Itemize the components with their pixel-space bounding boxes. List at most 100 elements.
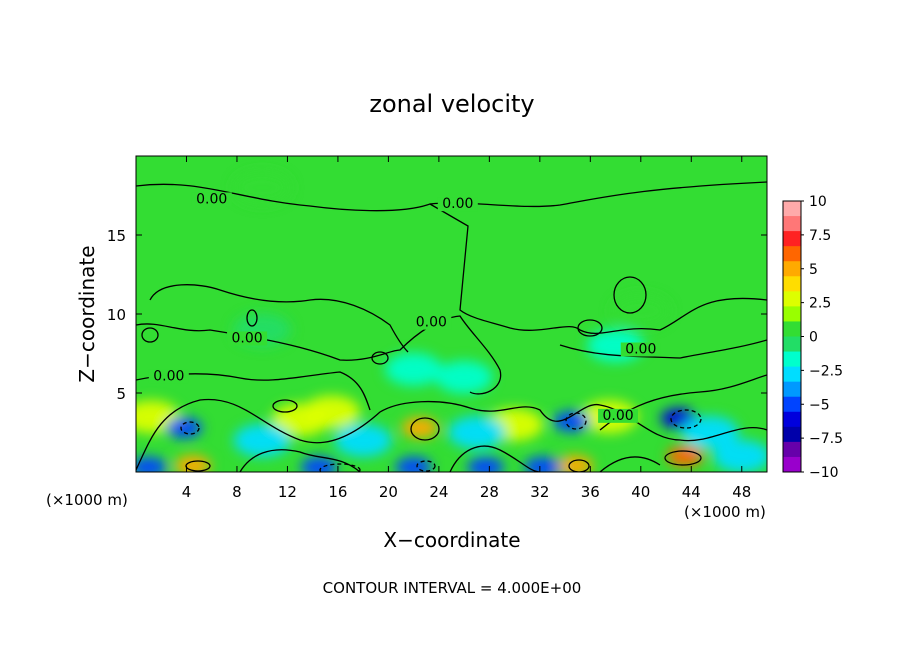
contour-warm-core-b (664, 450, 702, 466)
field-feature-18 (334, 423, 392, 457)
chart-title: zonal velocity (369, 90, 534, 118)
x-tick-label-10: 44 (682, 483, 701, 501)
colorbar-swatch-5 (783, 276, 801, 292)
colorbar-swatch-4 (783, 261, 801, 277)
contour-label-0: 0.00 (196, 191, 227, 207)
field-feature-15 (467, 456, 504, 472)
colorbar-label-1: 7.5 (809, 228, 831, 244)
x-tick-label-3: 16 (328, 483, 347, 501)
contour-label-2: 0.00 (231, 330, 262, 346)
colorbar-swatch-2 (783, 231, 801, 247)
contour-label-layer: 0.00 0.00 0.00 0.00 0.00 0.00 0.00 (148, 191, 661, 424)
plot-area: 0.00 0.00 0.00 0.00 0.00 0.00 0.00 (136, 156, 767, 472)
colorbar-swatch-8 (783, 321, 801, 337)
colorbar-swatch-13 (783, 396, 801, 413)
contour-cloud-blob (613, 276, 647, 314)
contour-cold-core-e (416, 460, 436, 472)
field-feature-16 (524, 456, 561, 472)
contour-warm-core-c (568, 459, 590, 472)
field-feature-10 (553, 410, 590, 432)
contour-label-5: 0.00 (625, 342, 656, 358)
field-feature-6 (303, 395, 361, 429)
contour-cold-core-a (670, 409, 702, 429)
colorbar-swatch-7 (783, 306, 801, 322)
field-feature-11 (165, 417, 203, 439)
x-tick-label-0: 4 (182, 483, 192, 501)
y-tick-label-1: 10 (107, 306, 126, 324)
contour-lower-band-b (239, 449, 361, 472)
field-feature-26 (612, 294, 670, 328)
field-feature-14 (136, 456, 167, 472)
contour-small-blob-e (371, 351, 389, 365)
colorbar-swatch-3 (783, 246, 801, 262)
contour-mid-zero (136, 315, 502, 395)
field-feature-22 (385, 352, 443, 386)
contour-label-bg-4 (411, 315, 452, 330)
x-tick-label-6: 28 (480, 483, 499, 501)
colorbar-label-2: 5 (809, 262, 818, 278)
field-feature-13 (300, 456, 338, 472)
x-tick-label-11: 48 (732, 483, 751, 501)
colorbar-swatch-16 (783, 441, 801, 458)
colorbar-label-4: 0 (809, 330, 818, 346)
x-axis-label: X−coordinate (383, 528, 520, 552)
x-unit-left: (×1000 m) (46, 491, 128, 509)
contour-label-bg-5 (620, 342, 661, 357)
colorbar-swatch-12 (783, 381, 801, 398)
colorbar-swatch-15 (783, 426, 801, 443)
x-tick-label-9: 40 (631, 483, 650, 501)
field-feature-23 (435, 360, 493, 394)
field-feature-19 (448, 416, 506, 449)
colorbar-label-5: −2.5 (809, 363, 843, 379)
contour-lower-band (136, 398, 767, 471)
x-tick-label-7: 32 (530, 483, 549, 501)
y-tick-label-0: 5 (116, 385, 126, 403)
field-feature-0 (401, 417, 439, 439)
field-feature-21 (713, 439, 767, 472)
colorbar-label-7: −7.5 (809, 431, 843, 447)
colorbar-label-3: 2.5 (809, 296, 831, 312)
field-feature-3 (556, 455, 594, 472)
contour-cloud-top (149, 284, 409, 353)
field-feature-12 (395, 456, 432, 472)
colorbar: 10 7.5 5 2.5 0 −2.5 −5 −7.5 −10 (782, 194, 843, 481)
contour-label-1: 0.00 (442, 196, 473, 212)
contour-small-blob-d (246, 309, 258, 327)
contour-lower-band-c (449, 445, 541, 472)
colorbar-swatch-10 (783, 351, 801, 368)
colorbar-swatch-9 (783, 336, 801, 353)
colorbar-swatch-17 (783, 456, 801, 473)
contour-label-bg-6 (598, 408, 639, 423)
contour-label-bg-0 (191, 192, 232, 207)
colorbar-label-6: −5 (809, 397, 830, 413)
y-axis-label: Z−coordinate (75, 245, 99, 382)
contour-lower-band-d (599, 456, 661, 472)
contour-small-blob-b (141, 327, 159, 343)
contour-right-zero (559, 339, 767, 359)
contour-label-bg-1 (437, 197, 478, 212)
contour-small-blob-c (577, 319, 603, 337)
contour-warm-core-a (410, 417, 440, 441)
x-unit-right: (×1000 m) (684, 503, 766, 521)
x-tick-label-1: 8 (232, 483, 242, 501)
colorbar-swatch-6 (783, 291, 801, 307)
contour-upper-zero (136, 183, 767, 334)
x-tick-label-5: 24 (429, 483, 448, 501)
colorbar-swatch-1 (783, 216, 801, 232)
y-tick-label-2: 15 (107, 227, 126, 245)
colorbar-swatch-11 (783, 366, 801, 383)
contour-interval-footer: CONTOUR INTERVAL = 4.000E+00 (323, 579, 582, 597)
field-feature-2 (174, 455, 211, 472)
contour-label-bg-2 (227, 331, 268, 346)
x-tick-label-4: 20 (379, 483, 398, 501)
contour-cold-core-d (319, 463, 361, 472)
contour-label-6: 0.00 (602, 408, 633, 424)
contour-label-3: 0.00 (153, 368, 184, 384)
contour-cold-core-c (180, 421, 200, 435)
x-tick-label-2: 12 (278, 483, 297, 501)
colorbar-label-0: 10 (809, 194, 827, 210)
contour-label-bg-3 (148, 369, 189, 384)
colorbar-label-8: −10 (809, 465, 839, 481)
contour-label-4: 0.00 (416, 315, 447, 331)
